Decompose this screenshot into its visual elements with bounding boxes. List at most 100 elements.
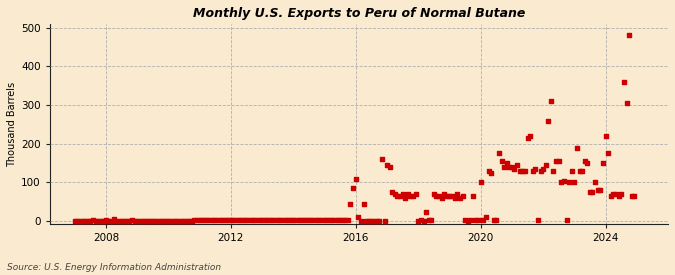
Point xyxy=(608,192,619,196)
Point xyxy=(618,80,629,84)
Point xyxy=(317,218,327,222)
Point xyxy=(150,219,161,223)
Point xyxy=(140,219,151,223)
Point xyxy=(408,194,418,198)
Point xyxy=(145,219,156,223)
Point xyxy=(405,194,416,198)
Point xyxy=(85,219,96,223)
Point xyxy=(280,218,291,222)
Point xyxy=(429,192,439,196)
Point xyxy=(559,178,570,183)
Point xyxy=(304,218,315,222)
Point xyxy=(345,202,356,206)
Point xyxy=(311,218,322,222)
Point xyxy=(103,219,114,223)
Point xyxy=(251,218,262,222)
Point xyxy=(579,159,590,163)
Text: Source: U.S. Energy Information Administration: Source: U.S. Energy Information Administ… xyxy=(7,263,221,272)
Point xyxy=(267,218,278,222)
Point xyxy=(231,218,242,222)
Point xyxy=(358,202,369,206)
Point xyxy=(452,192,462,196)
Point xyxy=(277,218,288,222)
Point xyxy=(325,218,335,222)
Point xyxy=(379,219,390,223)
Point xyxy=(220,218,231,222)
Point xyxy=(147,219,158,223)
Point xyxy=(200,218,211,222)
Point xyxy=(262,218,273,222)
Point xyxy=(616,192,626,196)
Point xyxy=(234,218,244,222)
Point xyxy=(192,218,202,222)
Point xyxy=(244,218,254,222)
Point xyxy=(223,218,234,222)
Point xyxy=(491,218,502,222)
Point xyxy=(327,218,338,222)
Point xyxy=(158,219,169,223)
Point xyxy=(496,159,507,163)
Point xyxy=(132,219,142,223)
Point xyxy=(371,219,382,223)
Point xyxy=(106,219,117,223)
Point xyxy=(533,218,543,222)
Point xyxy=(184,219,195,223)
Point xyxy=(593,188,603,192)
Point xyxy=(395,194,406,198)
Point xyxy=(319,218,330,222)
Point xyxy=(554,159,564,163)
Point xyxy=(566,169,577,173)
Point xyxy=(517,169,528,173)
Point xyxy=(441,194,452,198)
Point xyxy=(161,219,171,223)
Point xyxy=(113,219,124,223)
Point xyxy=(225,218,236,222)
Point xyxy=(314,218,325,222)
Point xyxy=(610,192,621,196)
Point xyxy=(173,219,184,223)
Point xyxy=(502,161,512,165)
Point xyxy=(126,218,137,222)
Point xyxy=(572,145,583,150)
Point xyxy=(450,196,460,200)
Point xyxy=(196,218,207,222)
Point xyxy=(421,209,431,214)
Point xyxy=(241,218,252,222)
Point xyxy=(350,177,361,181)
Point xyxy=(605,194,616,198)
Y-axis label: Thousand Barrels: Thousand Barrels xyxy=(7,81,17,167)
Point xyxy=(621,101,632,105)
Point xyxy=(582,161,593,165)
Point xyxy=(322,218,333,222)
Point xyxy=(597,161,608,165)
Point xyxy=(397,192,408,196)
Point xyxy=(402,192,413,196)
Point xyxy=(468,194,479,198)
Point xyxy=(265,218,275,222)
Point xyxy=(290,218,301,222)
Point xyxy=(470,218,481,222)
Point xyxy=(614,194,624,198)
Title: Monthly U.S. Exports to Peru of Normal Butane: Monthly U.S. Exports to Peru of Normal B… xyxy=(193,7,525,20)
Point xyxy=(249,218,260,222)
Point xyxy=(293,218,304,222)
Point xyxy=(603,151,614,156)
Point xyxy=(576,169,587,173)
Point xyxy=(527,169,538,173)
Point xyxy=(626,194,637,198)
Point xyxy=(478,218,489,222)
Point xyxy=(228,218,239,222)
Point xyxy=(595,188,605,192)
Point xyxy=(465,218,476,222)
Point xyxy=(457,194,468,198)
Point xyxy=(92,219,103,223)
Point xyxy=(434,194,445,198)
Point xyxy=(590,180,601,185)
Point xyxy=(587,190,598,194)
Point xyxy=(353,215,364,219)
Point xyxy=(530,167,541,171)
Point xyxy=(512,163,522,167)
Point xyxy=(561,218,572,222)
Point xyxy=(168,219,179,223)
Point xyxy=(124,219,135,223)
